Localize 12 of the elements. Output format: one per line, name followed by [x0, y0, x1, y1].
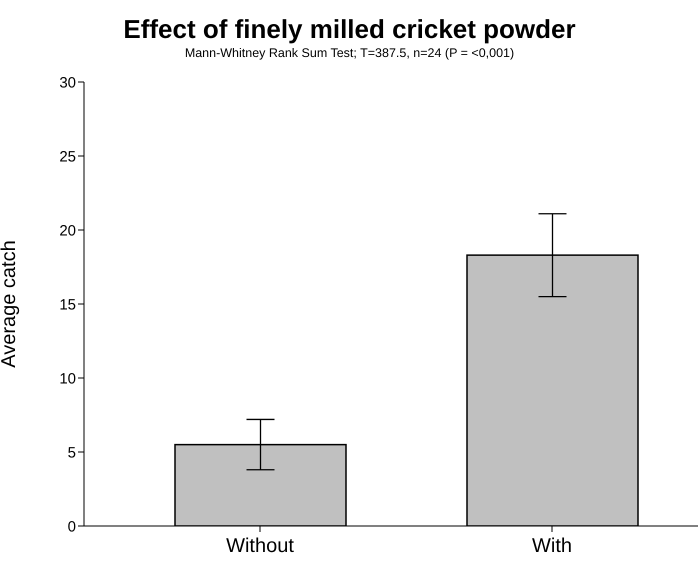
- y-tick-label: 30: [59, 74, 76, 92]
- chart-title: Effect of finely milled cricket powder: [122, 14, 577, 45]
- y-tick-label: 20: [59, 222, 76, 240]
- y-axis-title: Average catch: [0, 240, 20, 368]
- x-tick-label: With: [532, 535, 572, 558]
- y-tick-label: 10: [59, 370, 76, 388]
- y-tick-label: 5: [68, 444, 76, 462]
- chart-subtitle: Mann-Whitney Rank Sum Test; T=387.5, n=24 (P = <0,001): [184, 46, 516, 60]
- y-tick-label: 15: [59, 296, 76, 314]
- x-tick-label: Without: [226, 535, 294, 558]
- y-tick-label: 25: [59, 148, 76, 166]
- y-tick-label: 0: [68, 518, 76, 536]
